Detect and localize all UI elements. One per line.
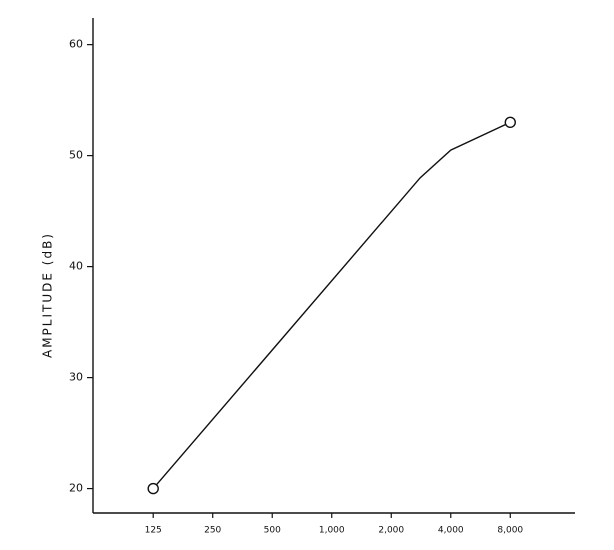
x-tick-label: 1,000 bbox=[319, 526, 345, 536]
end-marker bbox=[147, 482, 159, 495]
data-line bbox=[152, 121, 511, 490]
y-tick-label: 60 bbox=[69, 38, 83, 51]
x-tick-label: 4,000 bbox=[438, 526, 464, 536]
x-tick-label: 250 bbox=[204, 526, 221, 536]
x-tick-label: 2,000 bbox=[378, 526, 404, 536]
y-tick-label: 40 bbox=[69, 260, 83, 273]
y-tick-label: 20 bbox=[69, 482, 83, 495]
y-axis-label: AMPLITUDE (dB) bbox=[41, 232, 55, 358]
end-marker bbox=[504, 116, 516, 129]
y-tick-label: 50 bbox=[69, 149, 83, 162]
y-tick-label: 30 bbox=[69, 371, 83, 384]
x-tick-label: 500 bbox=[264, 526, 281, 536]
x-tick-label: 8,000 bbox=[497, 526, 523, 536]
x-tick-label: 125 bbox=[145, 526, 162, 536]
